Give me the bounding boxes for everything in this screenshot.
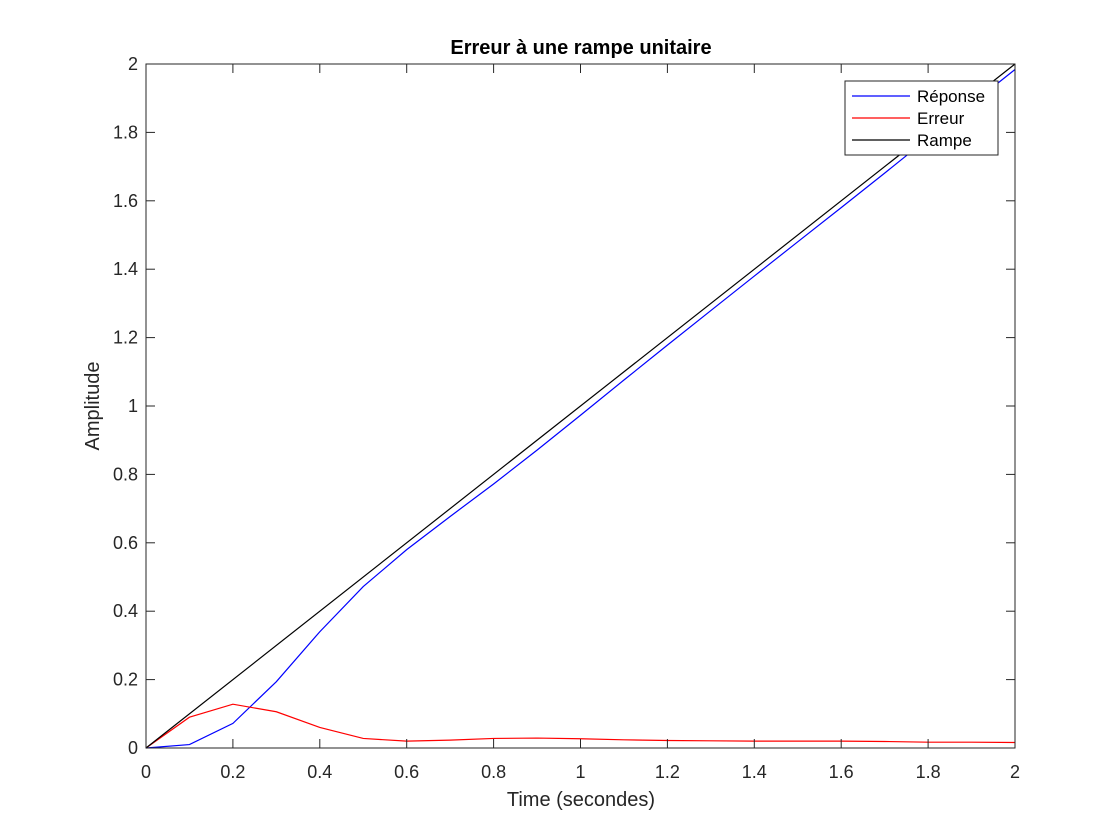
legend-label-2: Rampe — [917, 131, 972, 150]
x-tick-label-9: 1.8 — [916, 762, 941, 782]
legend: Réponse Erreur Rampe — [844, 80, 999, 156]
x-tick-label-7: 1.4 — [742, 762, 767, 782]
y-tick-label-8: 1.6 — [113, 191, 138, 211]
y-tick-label-0: 0 — [128, 738, 138, 758]
y-tick-label-2: 0.4 — [113, 601, 138, 621]
y-tick-label-10: 2 — [128, 54, 138, 74]
x-tick-label-8: 1.6 — [829, 762, 854, 782]
series-line-2 — [145, 63, 1016, 749]
y-tick-label-7: 1.4 — [113, 259, 138, 279]
y-tick-label-6: 1.2 — [113, 328, 138, 348]
x-tick-label-10: 2 — [1010, 762, 1020, 782]
series-layer — [145, 63, 1016, 749]
x-tick-label-4: 0.8 — [481, 762, 506, 782]
y-tick-label-9: 1.8 — [113, 122, 138, 142]
x-tick-label-2: 0.4 — [307, 762, 332, 782]
y-tick-label-4: 0.8 — [113, 464, 138, 484]
x-tick-label-0: 0 — [141, 762, 151, 782]
series-line-0 — [145, 69, 1016, 749]
y-axis: 0 0.2 0.4 0.6 0.8 1 1.2 1.4 1.6 1.8 2 — [113, 54, 1015, 758]
x-axis: 0 0.2 0.4 0.6 0.8 1 1.2 1.4 1.6 1.8 2 — [141, 64, 1020, 782]
y-tick-label-5: 1 — [128, 396, 138, 416]
x-tick-label-1: 0.2 — [220, 762, 245, 782]
y-tick-label-1: 0.2 — [113, 670, 138, 690]
legend-label-0: Réponse — [917, 87, 985, 106]
y-tick-label-3: 0.6 — [113, 533, 138, 553]
x-tick-label-5: 1 — [575, 762, 585, 782]
x-axis-label: Time (secondes) — [507, 789, 655, 811]
series-line-1 — [145, 703, 1016, 749]
y-axis-label: Amplitude — [82, 362, 104, 451]
legend-label-1: Erreur — [917, 109, 965, 128]
x-tick-label-3: 0.6 — [394, 762, 419, 782]
chart-title: Erreur à une rampe unitaire — [450, 37, 711, 59]
x-tick-label-6: 1.2 — [655, 762, 680, 782]
